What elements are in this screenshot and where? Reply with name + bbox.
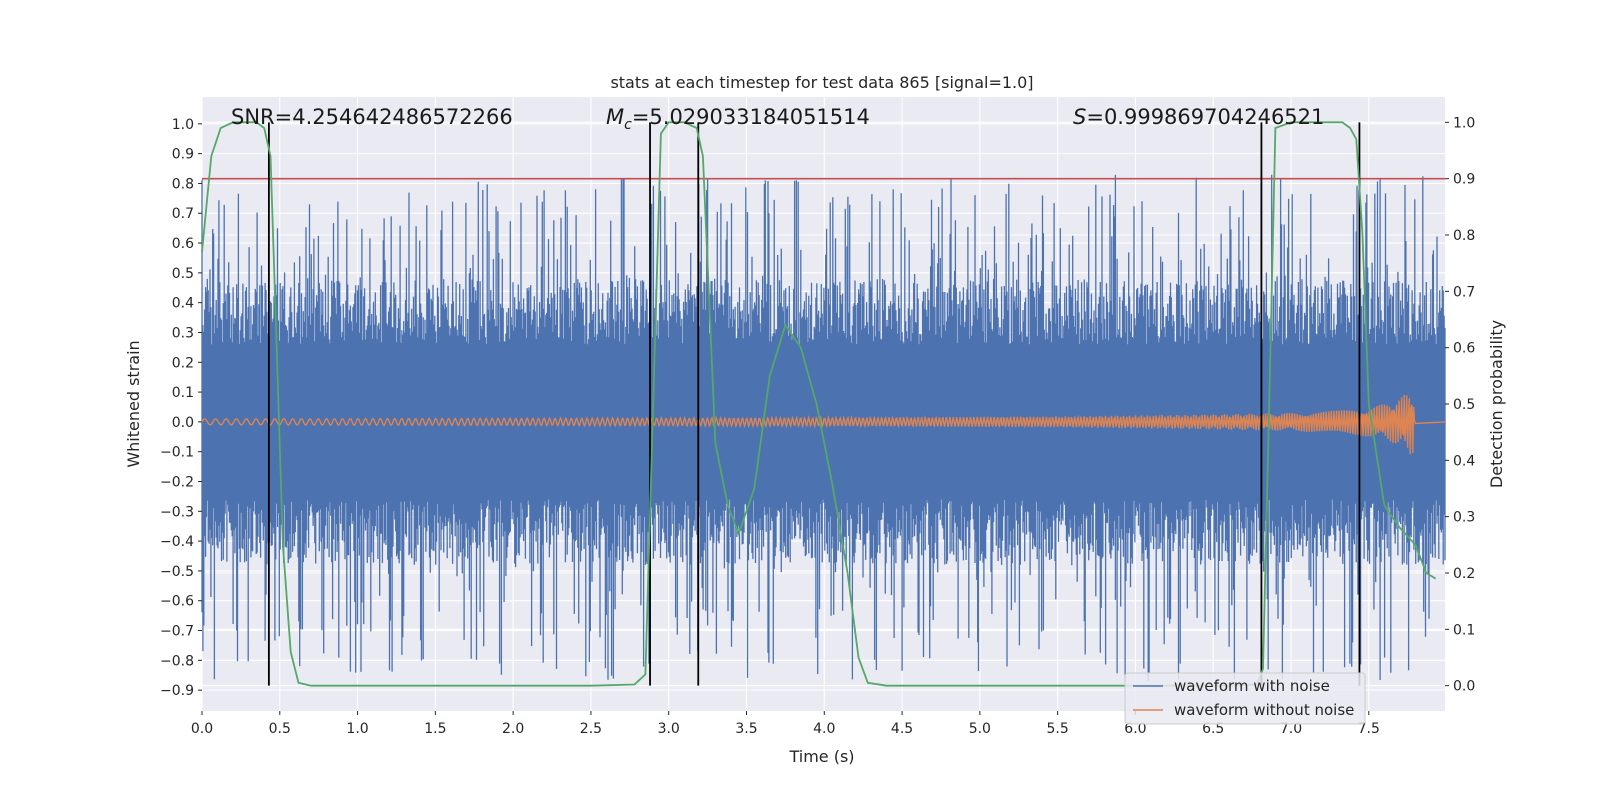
y-tick-label-right: 0.9 xyxy=(1453,172,1475,188)
score-annotation: S=0.999869704246521 xyxy=(1073,105,1324,129)
x-ticks: 0.0 0.5 1.0 1.5 2.0 2.5 3.0 3.5 4.0 4.5 5.0 5.5 6.0 6… xyxy=(191,711,1380,737)
y-tick-label: 0.4 xyxy=(172,296,194,312)
y-tick-label: 0.7 xyxy=(172,206,194,222)
y-tick-label-right: 0.5 xyxy=(1453,397,1475,413)
legend-label-clean: waveform without noise xyxy=(1174,701,1354,719)
y-tick-label: −0.6 xyxy=(160,594,194,610)
x-tick-label: 7.5 xyxy=(1358,721,1380,737)
y-tick-label: −0.1 xyxy=(160,445,194,461)
y-ticks-right: 1.0 0.9 0.8 0.7 0.6 0.5 0.4 0.3 0.2 0.1 0.0 xyxy=(1445,115,1475,695)
legend: waveform with noise waveform without noi… xyxy=(1124,672,1366,725)
x-tick-label: 1.5 xyxy=(424,721,446,737)
noise-trace xyxy=(201,174,1446,682)
x-tick-label: 3.0 xyxy=(658,721,680,737)
series-waveform-with-noise xyxy=(201,174,1446,682)
x-tick-label: 4.0 xyxy=(813,721,835,737)
x-tick-label: 2.5 xyxy=(580,721,602,737)
legend-box xyxy=(1124,672,1366,725)
y-tick-label: −0.3 xyxy=(160,504,194,520)
y-tick-label: −0.7 xyxy=(160,624,194,640)
x-tick-label: 0.0 xyxy=(191,721,213,737)
x-tick-label: 1.0 xyxy=(346,721,368,737)
x-tick-label: 5.0 xyxy=(969,721,991,737)
y-axis-label: Whitened strain xyxy=(124,340,143,467)
y-tick-label: −0.4 xyxy=(160,534,194,550)
y-tick-label: 0.8 xyxy=(172,176,194,192)
y-tick-label: −0.9 xyxy=(160,683,194,699)
y-tick-label-right: 0.3 xyxy=(1453,510,1475,526)
segment-markers xyxy=(267,122,1361,686)
x-tick-label: 0.5 xyxy=(269,721,291,737)
y-tick-label: 0.2 xyxy=(172,355,194,371)
legend-label-noise: waveform with noise xyxy=(1174,677,1330,695)
x-tick-label: 2.0 xyxy=(502,721,524,737)
y-tick-label: −0.2 xyxy=(160,474,194,490)
x-tick-label: 4.5 xyxy=(891,721,913,737)
x-axis-label: Time (s) xyxy=(788,747,854,766)
chart-title: stats at each timestep for test data 865… xyxy=(610,73,1033,92)
y-tick-label-right: 0.6 xyxy=(1453,341,1475,357)
y-tick-label: 0.5 xyxy=(172,266,194,282)
series-detection-probability xyxy=(201,121,1437,687)
x-tick-label: 7.0 xyxy=(1280,721,1302,737)
y-tick-label-right: 1.0 xyxy=(1453,115,1475,131)
y-tick-label-right: 0.2 xyxy=(1453,566,1475,582)
y-ticks-left: 1.0 0.9 0.8 0.7 0.6 0.5 0.4 0.3 0.2 0.1 0.0 −0.1 −0.… xyxy=(160,117,202,699)
y-tick-label: 0.6 xyxy=(172,236,194,252)
y-axis-label-right: Detection probability xyxy=(1487,320,1506,488)
snr-annotation: SNR=4.254642486572266 xyxy=(231,105,513,129)
series-waveform-without-noise xyxy=(201,394,1446,455)
y-tick-label: 0.3 xyxy=(172,325,194,341)
y-tick-label-right: 0.7 xyxy=(1453,284,1475,300)
y-tick-label: −0.5 xyxy=(160,564,194,580)
x-tick-label: 3.5 xyxy=(735,721,757,737)
x-tick-label: 5.5 xyxy=(1046,721,1068,737)
clean-trace xyxy=(201,394,1446,455)
y-tick-label: 0.9 xyxy=(172,147,194,163)
y-tick-label-right: 0.0 xyxy=(1453,679,1475,695)
y-tick-label-right: 0.4 xyxy=(1453,453,1475,469)
x-tick-label: 6.5 xyxy=(1202,721,1224,737)
chirp-mass-annotation: Mc=5.029033184051514 xyxy=(606,105,870,133)
y-tick-label: −0.8 xyxy=(160,653,194,669)
x-tick-label: 6.0 xyxy=(1124,721,1146,737)
y-tick-label-right: 0.1 xyxy=(1453,622,1475,638)
y-tick-label: 0.0 xyxy=(172,415,194,431)
y-tick-label-right: 0.8 xyxy=(1453,228,1475,244)
y-tick-label: 1.0 xyxy=(172,117,194,133)
y-tick-label: 0.1 xyxy=(172,385,194,401)
probability-line xyxy=(201,121,1437,687)
